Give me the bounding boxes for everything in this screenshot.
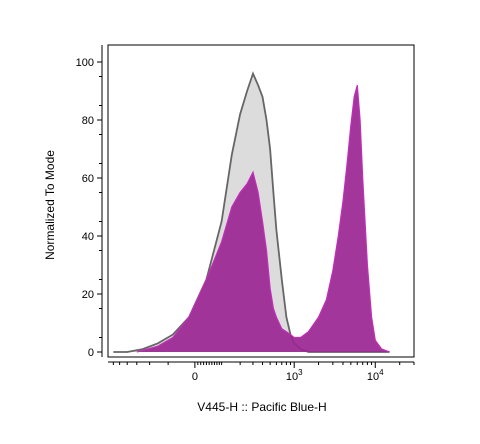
x-tick-label: 0 <box>192 371 198 383</box>
x-tick-label-exponent: 4 <box>379 368 384 377</box>
y-axis: 0 20 40 60 80 100 <box>76 45 103 359</box>
y-tick-label: 100 <box>76 57 94 69</box>
histogram-series-2-line <box>136 85 390 353</box>
histogram-series-2-area <box>136 85 390 352</box>
histogram-areas <box>113 71 390 353</box>
x-tick-label: 104 <box>367 368 384 383</box>
x-axis-title: V445-H :: Pacific Blue-H <box>197 400 326 414</box>
plot-frame <box>107 44 415 358</box>
y-tick-label: 40 <box>82 231 94 243</box>
x-tick-label-base: 10 <box>286 371 298 383</box>
x-tick-label-base: 0 <box>192 371 198 383</box>
x-tick-label: 103 <box>286 368 303 383</box>
y-tick-label: 80 <box>82 115 94 127</box>
y-tick-label: 60 <box>82 173 94 185</box>
y-axis-title: Normalized To Mode <box>43 150 57 260</box>
x-axis: 0 103 104 <box>108 361 415 383</box>
x-tick-label-base: 10 <box>367 371 379 383</box>
y-tick-label: 0 <box>88 347 94 359</box>
x-tick-label-exponent: 3 <box>298 368 303 377</box>
y-tick-label: 20 <box>82 289 94 301</box>
